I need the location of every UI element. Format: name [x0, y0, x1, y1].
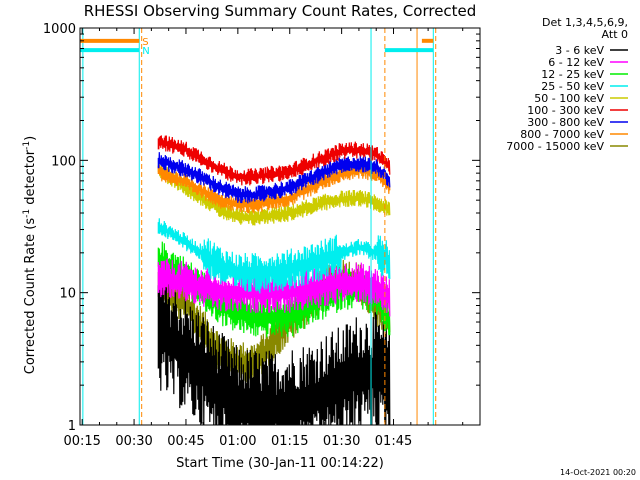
- flag-layer: SN: [80, 37, 434, 57]
- y-axis-label-sup2: -1: [22, 141, 32, 150]
- x-tick-label: 00:45: [167, 434, 204, 449]
- legend-entry-label: 50 - 100 keV: [534, 92, 604, 105]
- x-tick-label: 00:30: [115, 434, 152, 449]
- legend-entry-label: 6 - 12 keV: [548, 56, 604, 69]
- marker-layer: [82, 28, 437, 425]
- x-tick-label: 01:15: [271, 434, 308, 449]
- series-line-8: [157, 135, 391, 186]
- y-tick-label: 100: [51, 154, 76, 169]
- series-line-6: [157, 162, 391, 214]
- series-line-7: [157, 152, 391, 204]
- legend-entry-label: 100 - 300 keV: [527, 104, 604, 117]
- plot-area: SN 00:15 00:30 00:45 01:00 01:15 01:30 01:45 1 1…: [43, 22, 481, 449]
- legend-entry-label: 300 - 800 keV: [527, 116, 604, 129]
- y-tick-label: 1000: [43, 22, 76, 37]
- y-axis-label-end: ): [23, 136, 38, 141]
- legend-entry-label: 3 - 6 keV: [555, 44, 604, 57]
- series-line-4: [157, 218, 391, 294]
- x-tick-label: 01:00: [219, 434, 256, 449]
- x-axis-label: Start Time (30-Jan-11 00:14:22): [176, 456, 384, 471]
- legend-entry-label: 12 - 25 keV: [541, 68, 604, 81]
- legend-header-attenuator: Att 0: [602, 28, 628, 41]
- legend-header-detectors: Det 1,3,4,5,6,9,: [542, 16, 628, 29]
- series-line-3: [157, 258, 391, 317]
- y-axis-label-sup1: -1: [22, 209, 32, 218]
- y-tick-label: 10: [59, 287, 76, 302]
- legend-entry-label: 800 - 7000 keV: [520, 128, 604, 141]
- y-axis-label-main: Corrected Count Rate (s: [23, 218, 38, 375]
- footer-date: 14-Oct-2021 00:20: [560, 468, 636, 477]
- chart-title: RHESSI Observing Summary Count Rates, Co…: [84, 2, 477, 20]
- plot-frame: [79, 27, 481, 426]
- legend-entry-label: 7000 - 15000 keV: [506, 140, 604, 153]
- flag-label-n: N: [142, 46, 149, 57]
- y-axis-label: Corrected Count Rate (s-1 detector-1): [22, 136, 38, 374]
- y-axis-label-mid: detector: [23, 149, 38, 209]
- legend-entry-label: 25 - 50 keV: [541, 80, 604, 93]
- axis-layer: 00:15 00:30 00:45 01:00 01:15 01:30 01:45 1 10 10…: [43, 22, 480, 449]
- series-line-5: [157, 161, 391, 226]
- x-tick-label: 01:45: [375, 434, 412, 449]
- flag-label-s: S: [142, 37, 148, 48]
- x-tick-label: 01:30: [323, 434, 360, 449]
- x-tick-label: 00:15: [63, 434, 100, 449]
- y-tick-label: 1: [68, 419, 76, 434]
